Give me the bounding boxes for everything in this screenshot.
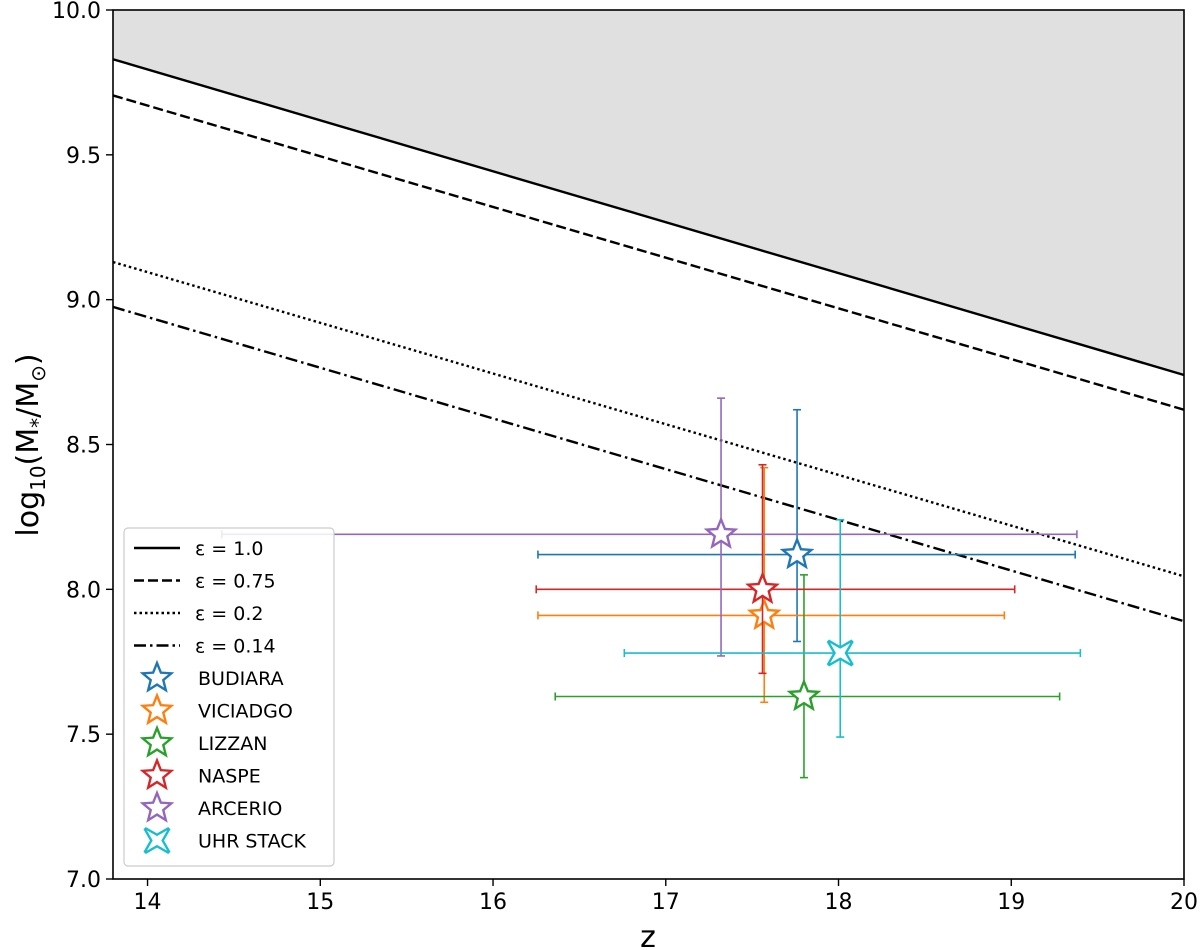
efficiency-line-2 — [113, 260, 1184, 578]
star-marker-legend — [139, 757, 175, 791]
star-marker — [746, 597, 782, 631]
star-marker — [703, 516, 739, 550]
excluded-region — [113, 10, 1184, 375]
legend-label: ε = 0.14 — [195, 636, 276, 658]
y-tick-label: 8.0 — [66, 578, 101, 603]
x-axis-label: z — [640, 920, 656, 950]
legend-label: ε = 1.0 — [195, 538, 264, 560]
cross-marker-legend — [143, 827, 171, 854]
x-tick-label: 19 — [997, 890, 1025, 915]
star-marker-legend — [139, 724, 175, 758]
y-tick-label: 7.0 — [66, 868, 101, 893]
legend: ε = 1.0 ε = 0.75 ε = 0.2 ε = 0.14 BUDIARA VIC… — [123, 527, 335, 867]
legend-label: UHR STACK — [198, 831, 307, 853]
star-marker-legend — [139, 789, 175, 823]
efficiency-line-1 — [113, 94, 1184, 411]
legend-label: VICIADGO — [198, 701, 293, 723]
legend-label: ε = 0.2 — [195, 603, 264, 625]
cross-marker — [826, 639, 854, 667]
data-point-naspe — [535, 463, 1016, 675]
star-marker-legend — [139, 692, 175, 726]
legend-label: ARCERIO — [198, 798, 282, 820]
legend-label: LIZZAN — [198, 733, 267, 755]
star-marker — [779, 536, 815, 570]
x-tick-label: 15 — [306, 890, 334, 915]
legend-label: BUDIARA — [198, 668, 284, 690]
star-marker — [745, 571, 780, 605]
legend-box — [123, 527, 335, 867]
x-tick-label: 14 — [134, 890, 162, 915]
y-tick-label: 7.5 — [66, 723, 101, 748]
efficiency-line-3 — [113, 305, 1184, 623]
y-axis-label: log10(M*/M⊙) — [11, 353, 50, 536]
y-tick-label: 8.5 — [66, 434, 101, 459]
star-marker-legend — [139, 659, 175, 693]
y-tick-label: 10.0 — [52, 0, 101, 24]
star-marker — [786, 678, 822, 712]
y-tick-label: 9.0 — [66, 289, 101, 314]
x-tick-label: 18 — [825, 890, 853, 915]
legend-label: ε = 0.75 — [195, 571, 276, 593]
data-point-budiara — [537, 408, 1076, 643]
data-point-uhr-stack — [623, 519, 1082, 738]
y-tick-label: 9.5 — [66, 144, 101, 169]
legend-label: NASPE — [198, 766, 261, 788]
x-tick-label: 20 — [1170, 890, 1198, 915]
x-tick-label: 16 — [479, 890, 507, 915]
x-tick-label: 17 — [652, 890, 680, 915]
data-point-lizzan — [554, 574, 1061, 779]
efficiency-line-0 — [113, 58, 1184, 377]
